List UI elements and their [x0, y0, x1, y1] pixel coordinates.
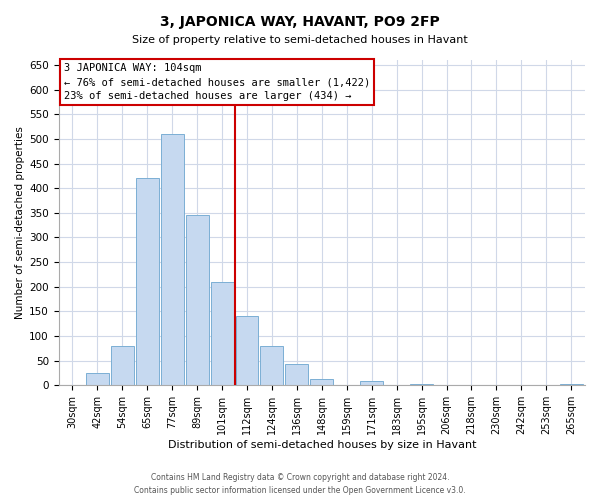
Bar — [286, 364, 308, 386]
Bar — [211, 282, 233, 386]
Bar — [410, 384, 433, 386]
Text: 3, JAPONICA WAY, HAVANT, PO9 2FP: 3, JAPONICA WAY, HAVANT, PO9 2FP — [160, 15, 440, 29]
X-axis label: Distribution of semi-detached houses by size in Havant: Distribution of semi-detached houses by … — [167, 440, 476, 450]
Bar — [360, 382, 383, 386]
Text: Contains HM Land Registry data © Crown copyright and database right 2024.
Contai: Contains HM Land Registry data © Crown c… — [134, 474, 466, 495]
Bar — [111, 346, 134, 386]
Bar — [161, 134, 184, 386]
Bar — [86, 373, 109, 386]
Bar — [185, 216, 209, 386]
Bar — [260, 346, 283, 386]
Bar — [236, 316, 259, 386]
Bar — [136, 178, 158, 386]
Bar — [310, 380, 333, 386]
Y-axis label: Number of semi-detached properties: Number of semi-detached properties — [15, 126, 25, 319]
Text: 3 JAPONICA WAY: 104sqm
← 76% of semi-detached houses are smaller (1,422)
23% of : 3 JAPONICA WAY: 104sqm ← 76% of semi-det… — [64, 64, 370, 102]
Bar — [560, 384, 583, 386]
Text: Size of property relative to semi-detached houses in Havant: Size of property relative to semi-detach… — [132, 35, 468, 45]
